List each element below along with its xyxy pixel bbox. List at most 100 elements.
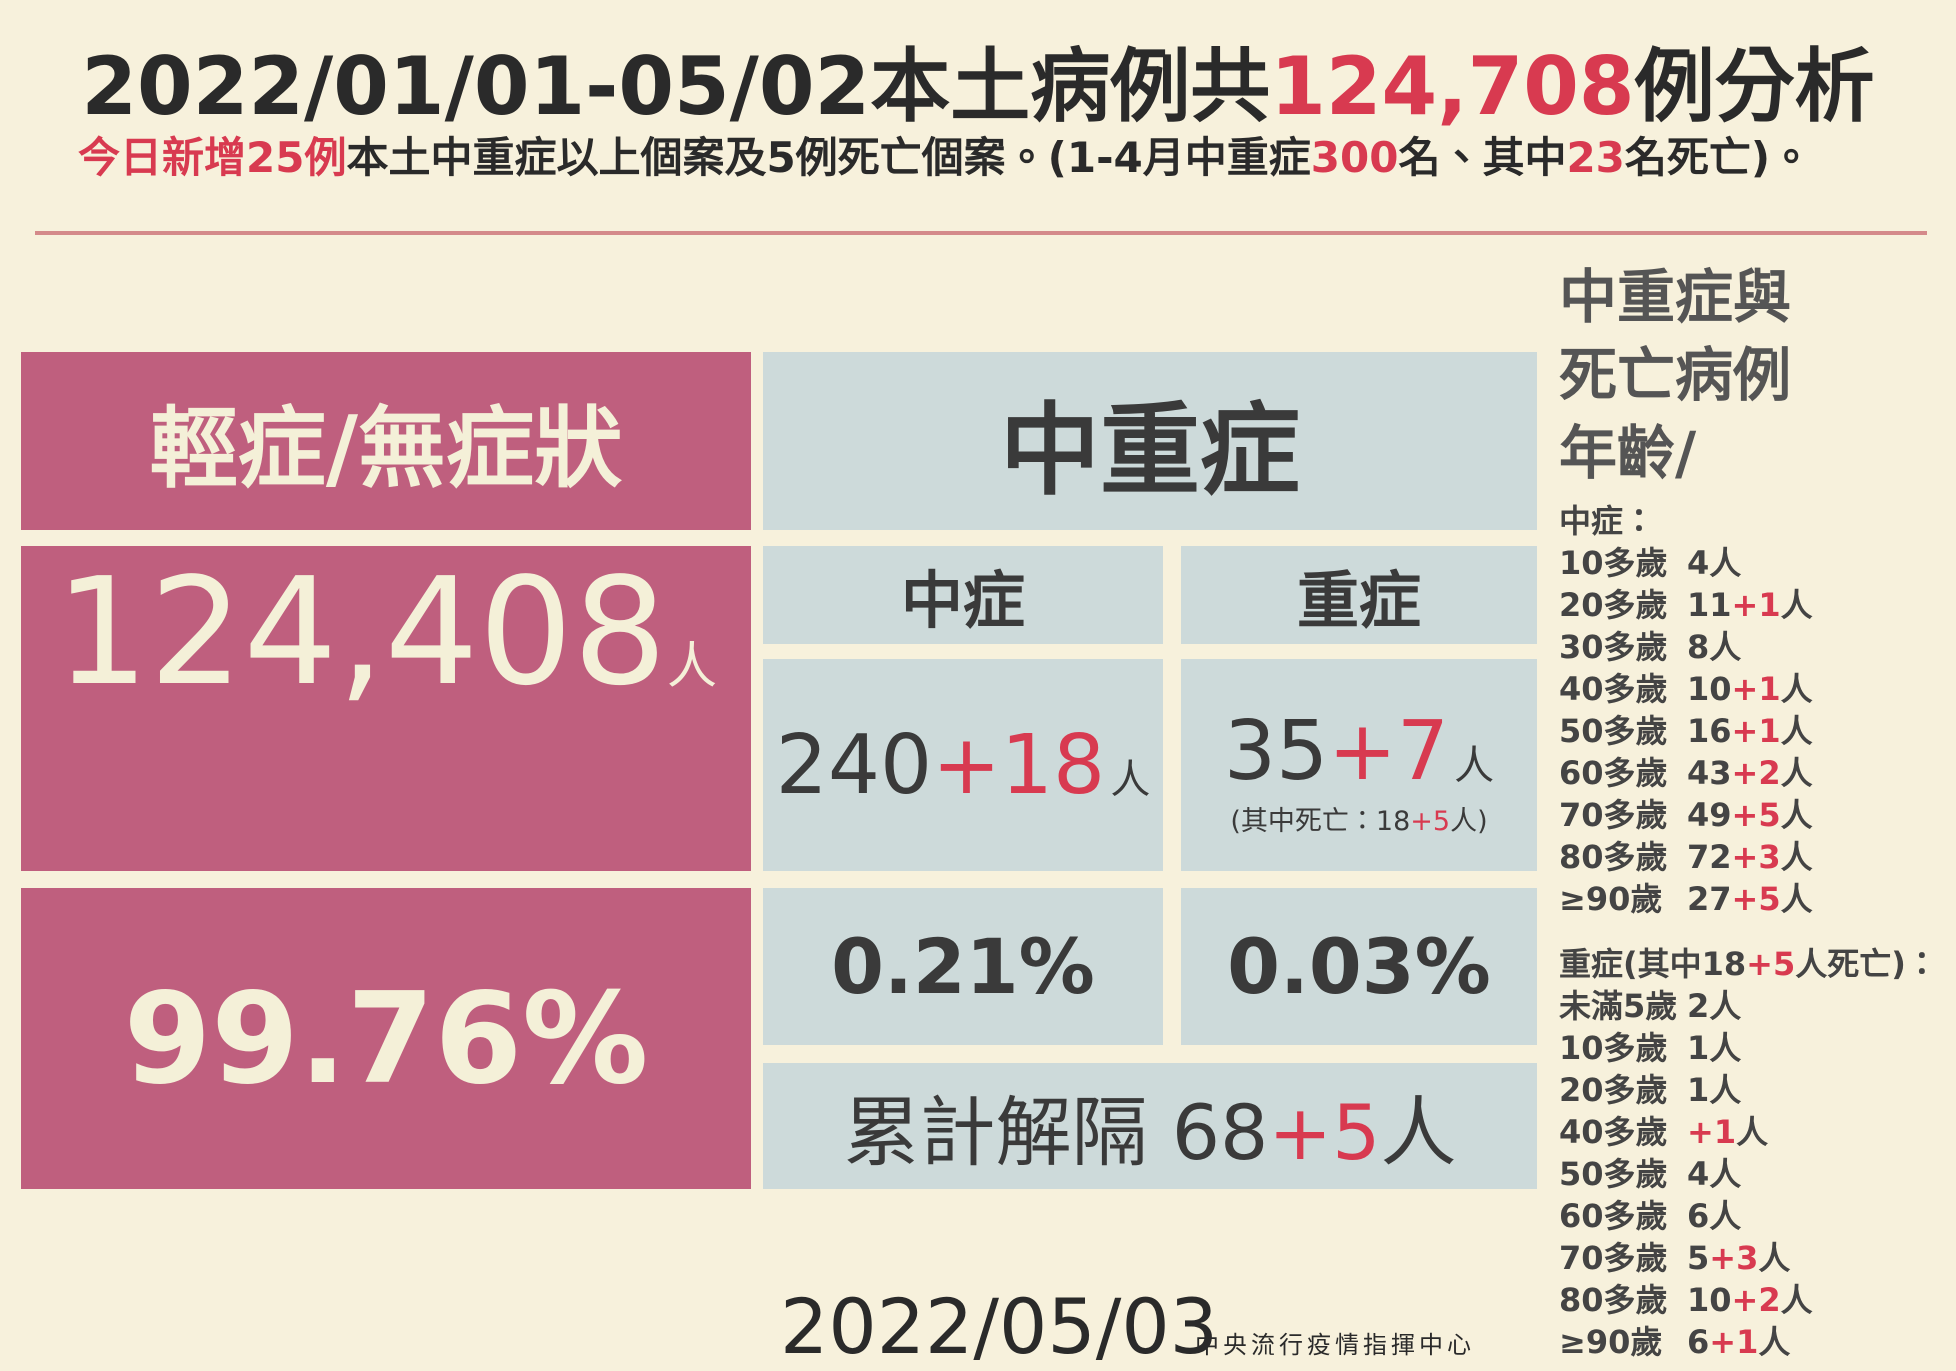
mild-header: 輕症/無症狀 bbox=[21, 352, 751, 530]
age-row: 20多歲 11+1人 bbox=[1559, 580, 1813, 626]
moderate-percent: 0.21% bbox=[831, 922, 1095, 1011]
age-count: 16 bbox=[1687, 712, 1732, 750]
age-row: 40多歲 +1人 bbox=[1559, 1107, 1768, 1153]
moderate-label: 中症 bbox=[900, 564, 1025, 637]
mild-label: 輕症/無症狀 bbox=[149, 396, 623, 500]
critical-age-heading-added: +5 bbox=[1746, 945, 1796, 983]
age-unit: 人 bbox=[1780, 712, 1813, 750]
age-group: 20多歲 bbox=[1559, 586, 1668, 624]
age-added: +1 bbox=[1731, 670, 1781, 708]
age-group: 50多歲 bbox=[1559, 712, 1668, 750]
age-unit: 人 bbox=[1709, 544, 1742, 582]
age-row: 80多歲 10+2人 bbox=[1559, 1275, 1813, 1321]
age-unit: 人 bbox=[1780, 754, 1813, 792]
age-group: 80多歲 bbox=[1559, 1281, 1668, 1319]
age-count: 6 bbox=[1687, 1323, 1710, 1361]
divider bbox=[35, 231, 1927, 235]
moderate-header: 中症 bbox=[763, 546, 1163, 644]
critical-deaths: (其中死亡：18+5人) bbox=[1230, 799, 1487, 838]
deaths-added: +5 bbox=[1410, 806, 1451, 837]
moderate-added: +18 bbox=[932, 717, 1106, 813]
age-row: 70多歲 5+3人 bbox=[1559, 1233, 1790, 1279]
age-count: 1 bbox=[1687, 1029, 1710, 1067]
age-count: 2 bbox=[1687, 987, 1710, 1025]
age-added: +5 bbox=[1731, 796, 1781, 834]
age-count: 10 bbox=[1687, 1281, 1732, 1319]
age-unit: 人 bbox=[1780, 838, 1813, 876]
severe-header: 中重症 bbox=[763, 352, 1537, 530]
age-group: 60多歲 bbox=[1559, 1197, 1668, 1235]
age-group: 10多歲 bbox=[1559, 544, 1668, 582]
released-added: +5 bbox=[1268, 1088, 1381, 1177]
age-title: 中重症與 死亡病例 年齡/ bbox=[1559, 258, 1791, 492]
age-row: 60多歲 6人 bbox=[1559, 1191, 1741, 1237]
age-added: +3 bbox=[1709, 1239, 1759, 1277]
age-count: 5 bbox=[1687, 1239, 1710, 1277]
age-row: 60多歲 43+2人 bbox=[1559, 748, 1813, 794]
age-row: 20多歲 1人 bbox=[1559, 1065, 1741, 1111]
age-count: 4 bbox=[1687, 544, 1710, 582]
age-group: 70多歲 bbox=[1559, 796, 1668, 834]
age-group: 20多歲 bbox=[1559, 1071, 1668, 1109]
age-group: ≥90歲 bbox=[1559, 1323, 1663, 1361]
age-added: +3 bbox=[1731, 838, 1781, 876]
age-group: 30多歲 bbox=[1559, 628, 1668, 666]
released-cell: 累計解隔 68+5人 bbox=[763, 1063, 1537, 1189]
age-group: 40多歲 bbox=[1559, 670, 1668, 708]
mild-percent: 99.76% bbox=[123, 965, 649, 1112]
age-group: 60多歲 bbox=[1559, 754, 1668, 792]
moderate-unit: 人 bbox=[1110, 756, 1151, 803]
age-count: 49 bbox=[1687, 796, 1732, 834]
subtitle-text: 名、其中 bbox=[1398, 133, 1567, 182]
age-row: 50多歲 4人 bbox=[1559, 1149, 1741, 1195]
moderate-count-line: 240+18 人 bbox=[776, 718, 1151, 813]
age-added: +2 bbox=[1731, 1281, 1781, 1319]
age-row: 未滿5歲 2人 bbox=[1559, 981, 1741, 1027]
mild-unit: 人 bbox=[667, 637, 718, 695]
critical-added: +7 bbox=[1328, 704, 1450, 799]
moderate-age-heading: 中症： bbox=[1559, 502, 1656, 540]
age-row: ≥90歲 6+1人 bbox=[1559, 1317, 1790, 1363]
age-group: 80多歲 bbox=[1559, 838, 1668, 876]
critical-percent: 0.03% bbox=[1227, 922, 1491, 1011]
title-total: 124,708 bbox=[1270, 40, 1635, 133]
title: 2022/01/01-05/02本土病例共124,708例分析 bbox=[0, 22, 1956, 138]
age-unit: 人 bbox=[1709, 628, 1742, 666]
mild-count: 124,408 bbox=[54, 546, 668, 718]
age-unit: 人 bbox=[1709, 987, 1742, 1025]
moderate-count: 240 bbox=[775, 717, 933, 813]
age-count: 72 bbox=[1687, 838, 1732, 876]
subtitle-text: 本土中重症以上個案及5例死亡個案。(1-4月中重症 bbox=[346, 133, 1311, 182]
age-group: 40多歲 bbox=[1559, 1113, 1668, 1151]
critical-label: 重症 bbox=[1296, 564, 1421, 637]
age-count: 4 bbox=[1687, 1155, 1710, 1193]
age-count: 8 bbox=[1687, 628, 1710, 666]
age-row: 10多歲 1人 bbox=[1559, 1023, 1741, 1069]
age-unit: 人 bbox=[1780, 796, 1813, 834]
critical-age-heading-text: 重症(其中18 bbox=[1559, 945, 1747, 983]
age-group: 未滿5歲 bbox=[1559, 987, 1678, 1025]
mild-count-cell: 124,408 人 bbox=[21, 546, 751, 871]
age-title-line: 年齡/ bbox=[1559, 419, 1697, 487]
age-count: 6 bbox=[1687, 1197, 1710, 1235]
age-count: 27 bbox=[1687, 880, 1732, 918]
age-unit: 人 bbox=[1709, 1155, 1742, 1193]
subtitle-new: 今日新增25例 bbox=[78, 133, 347, 182]
age-unit: 人 bbox=[1709, 1071, 1742, 1109]
age-added: +1 bbox=[1731, 586, 1781, 624]
age-unit: 人 bbox=[1758, 1239, 1791, 1277]
age-title-line: 死亡病例 bbox=[1559, 341, 1792, 409]
age-added: +2 bbox=[1731, 754, 1781, 792]
subtitle-text: 名死亡)。 bbox=[1624, 133, 1813, 182]
age-count: 11 bbox=[1687, 586, 1732, 624]
age-unit: 人 bbox=[1736, 1113, 1769, 1151]
age-row: 10多歲 4人 bbox=[1559, 538, 1741, 584]
critical-percent-cell: 0.03% bbox=[1181, 888, 1537, 1045]
age-row: 50多歲 16+1人 bbox=[1559, 706, 1813, 752]
critical-age-heading: 重症(其中18+5人死亡)： bbox=[1559, 939, 1938, 985]
deaths-text: 人) bbox=[1450, 806, 1488, 837]
age-group: 50多歲 bbox=[1559, 1155, 1668, 1193]
critical-count-cell: 35+7 人 (其中死亡：18+5人) bbox=[1181, 659, 1537, 871]
age-row: 70多歲 49+5人 bbox=[1559, 790, 1813, 836]
